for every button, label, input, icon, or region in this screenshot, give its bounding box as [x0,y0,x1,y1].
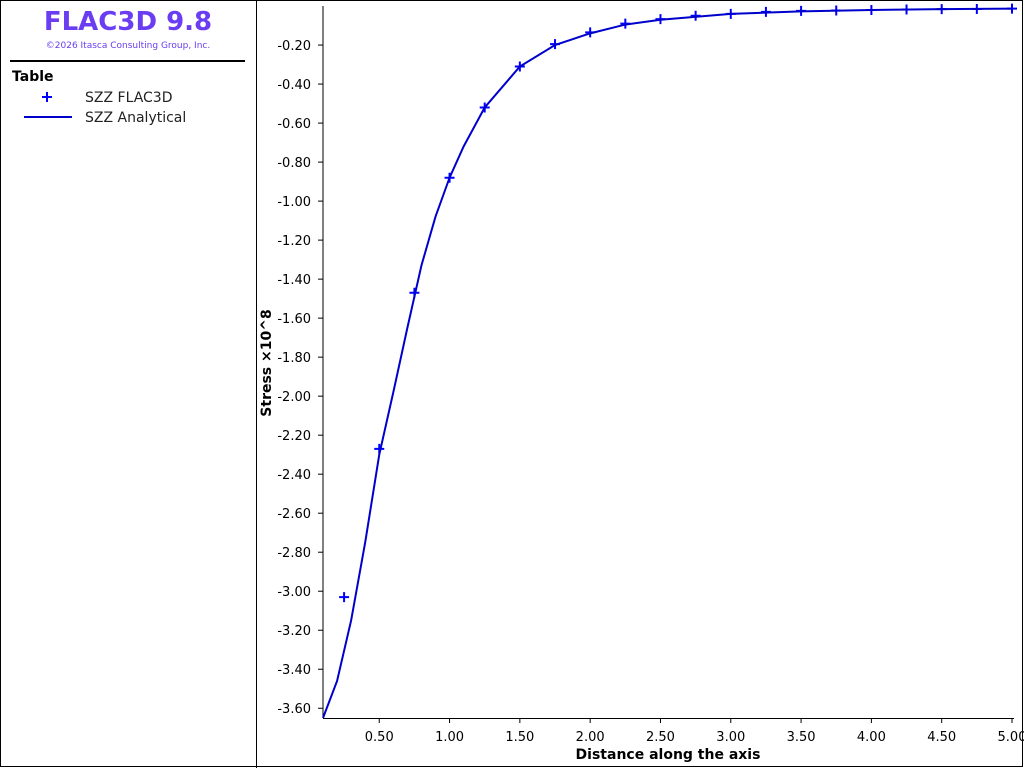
legend-label: SZZ Analytical [85,110,186,126]
y-tick-label: -1.60 [277,312,311,327]
x-tick-label: 0.50 [365,730,394,745]
y-tick-label: -0.60 [277,117,311,132]
y-tick-label: -3.20 [277,624,311,639]
y-tick-label: -0.40 [277,78,311,93]
copyright: ©2026 Itasca Consulting Group, Inc. [46,41,210,51]
y-tick-label: -1.20 [277,234,311,249]
x-axis-title: Distance along the axis [576,747,761,763]
y-tick-label: -2.00 [277,390,311,405]
x-tick-label: 5.00 [998,730,1024,745]
line-series [322,7,1013,719]
y-axis-title: Stress ×10^8 [259,309,275,416]
x-tick-label: 4.00 [857,730,886,745]
app-title: FLAC3D 9.8 [44,7,212,37]
y-tick-label: -2.20 [277,429,311,444]
x-tick-label: 3.50 [787,730,816,745]
y-tick-label: -3.60 [277,702,311,717]
x-tick-label: 2.00 [576,730,605,745]
legend-marker [42,92,52,102]
y-tick-label: -0.80 [277,156,311,171]
y-tick-label: -2.60 [277,507,311,522]
y-tick-label: -2.80 [277,546,311,561]
x-tick-label: 4.50 [927,730,956,745]
y-tick-label: -0.20 [277,39,311,54]
y-tick-label: -3.40 [277,663,311,678]
x-tick-label: 2.50 [646,730,675,745]
y-tick-label: -1.00 [277,195,311,210]
y-tick-label: -2.40 [277,468,311,483]
legend-label: SZZ FLAC3D [85,90,173,106]
plus-marker [339,592,350,603]
y-tick-label: -3.00 [277,585,311,600]
y-tick-label: -1.40 [277,273,311,288]
x-tick-label: 3.00 [716,730,745,745]
legend-title: Table [12,69,54,85]
x-tick-label: 1.00 [435,730,464,745]
y-tick-label: -1.80 [277,351,311,366]
x-tick-label: 1.50 [505,730,534,745]
